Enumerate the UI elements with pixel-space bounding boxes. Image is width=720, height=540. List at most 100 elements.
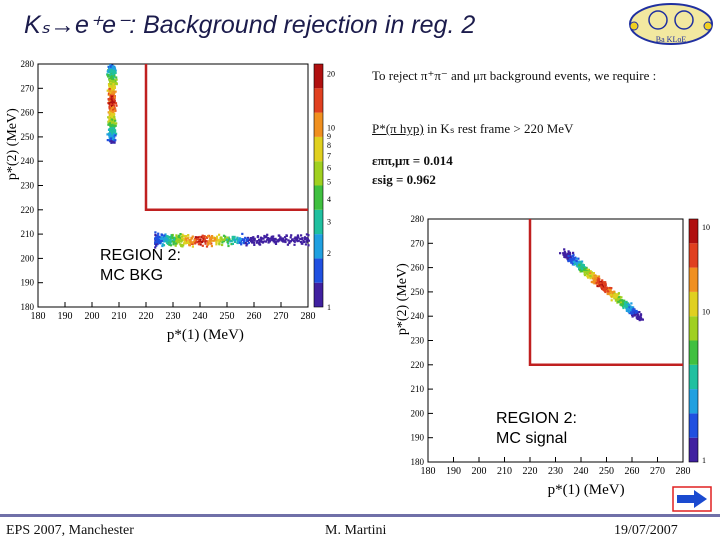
heatmap-cell [112, 78, 114, 80]
colorbar-tick-label: 6 [327, 163, 331, 172]
heatmap-cell [211, 245, 213, 247]
heatmap-cell [226, 237, 228, 239]
heatmap-cell [279, 237, 281, 239]
heatmap-cell [161, 240, 163, 242]
heatmap-cell [247, 238, 249, 240]
heatmap-cell [615, 293, 617, 295]
heatmap-cell [114, 134, 116, 136]
y-tick-label: 240 [21, 156, 35, 166]
heatmap-cell [114, 71, 116, 73]
heatmap-cell [573, 258, 575, 260]
heatmap-cell [114, 125, 116, 127]
x-tick-label: 250 [220, 311, 235, 322]
heatmap-cell [170, 239, 172, 241]
heatmap-cell [606, 287, 608, 289]
colorbar-segment [314, 88, 323, 112]
heatmap-cell [194, 239, 196, 241]
colorbar-tick-label: 1 [327, 303, 331, 312]
logo-text: Ba KLoE [656, 35, 687, 44]
heatmap-cell [586, 275, 588, 277]
colorbar-segment [689, 316, 698, 340]
heatmap-cell [620, 299, 622, 301]
heatmap-cell [251, 237, 253, 239]
heatmap-cell [576, 263, 578, 265]
colorbar-segment [689, 413, 698, 437]
heatmap-cell [110, 83, 112, 85]
heatmap-cell [262, 238, 264, 240]
heatmap-cell [622, 307, 624, 309]
signal-heatmap-plot: 180 190 200 210 220 230 240 250 260 270 2801801902… [378, 205, 720, 505]
heatmap-cell [259, 244, 261, 246]
heatmap-cell [620, 296, 622, 298]
x-tick-label: 200 [85, 311, 100, 322]
heatmap-cell [563, 254, 565, 256]
heatmap-cell [624, 301, 626, 303]
colorbar-tick-label: 10 [702, 307, 710, 316]
heatmap-cell [276, 239, 278, 241]
x-tick-label: 260 [247, 311, 262, 322]
heatmap-cell [154, 231, 156, 233]
heatmap-cell [202, 235, 204, 237]
heatmap-cell [291, 238, 293, 240]
heatmap-cell [166, 235, 168, 237]
bkg-heatmap-plot: 180 190 200 210 220 230 240 250 260 270 2801801902… [0, 50, 345, 350]
y-tick-label: 180 [411, 457, 425, 467]
colorbar-tick-label: 20 [327, 70, 335, 79]
heatmap-cell [622, 300, 624, 302]
heatmap-cell [112, 73, 114, 75]
heatmap-cell [284, 241, 286, 243]
heatmap-cell [573, 261, 575, 263]
colorbar-segment [689, 438, 698, 462]
x-tick-label: 200 [472, 466, 487, 477]
plot-frame [38, 64, 308, 307]
heatmap-cell [296, 240, 298, 242]
heatmap-cell [168, 244, 170, 246]
heatmap-cell [181, 234, 183, 236]
y-tick-label: 270 [411, 238, 425, 248]
heatmap-cell [302, 237, 304, 239]
heatmap-cell [115, 105, 117, 107]
heatmap-cell [290, 236, 292, 238]
heatmap-cell [302, 241, 304, 243]
heatmap-cell [231, 240, 233, 242]
heatmap-cell [262, 241, 264, 243]
colorbar-segment [314, 234, 323, 258]
heatmap-cell [245, 242, 247, 244]
colorbar-tick-label: 5 [327, 178, 331, 187]
heatmap-cell [613, 291, 615, 293]
heatmap-cell [204, 238, 206, 240]
y-tick-label: 280 [411, 214, 425, 224]
heatmap-cell [567, 253, 569, 255]
y-axis-label: p*(2) (MeV) [5, 108, 20, 180]
y-tick-label: 200 [21, 253, 35, 263]
heatmap-cell [274, 241, 276, 243]
heatmap-cell [285, 234, 287, 236]
heatmap-cell [110, 130, 112, 132]
colorbar-segment [689, 219, 698, 243]
y-tick-label: 190 [411, 433, 425, 443]
x-tick-label: 270 [650, 466, 665, 477]
x-tick-label: 230 [166, 311, 181, 322]
heatmap-cell [629, 309, 631, 311]
heatmap-cell [218, 240, 220, 242]
heatmap-cell [567, 260, 569, 262]
heatmap-cell [173, 239, 175, 241]
heatmap-cell [176, 236, 178, 238]
heatmap-cell [299, 238, 301, 240]
heatmap-cell [112, 127, 114, 129]
heatmap-cell [107, 70, 109, 72]
heatmap-cell [233, 238, 235, 240]
heatmap-cell [260, 237, 262, 239]
heatmap-cell [259, 240, 261, 242]
y-tick-label: 220 [21, 205, 35, 215]
heatmap-cell [187, 234, 189, 236]
y-tick-label: 230 [21, 181, 35, 191]
x-tick-label: 210 [112, 311, 127, 322]
heatmap-cell [600, 285, 602, 287]
colorbar-segment [689, 292, 698, 316]
x-tick-label: 190 [58, 311, 73, 322]
y-tick-label: 240 [411, 311, 425, 321]
heatmap-cell [111, 75, 113, 77]
next-slide-arrow-icon[interactable] [672, 486, 712, 512]
heatmap-cell [605, 283, 607, 285]
